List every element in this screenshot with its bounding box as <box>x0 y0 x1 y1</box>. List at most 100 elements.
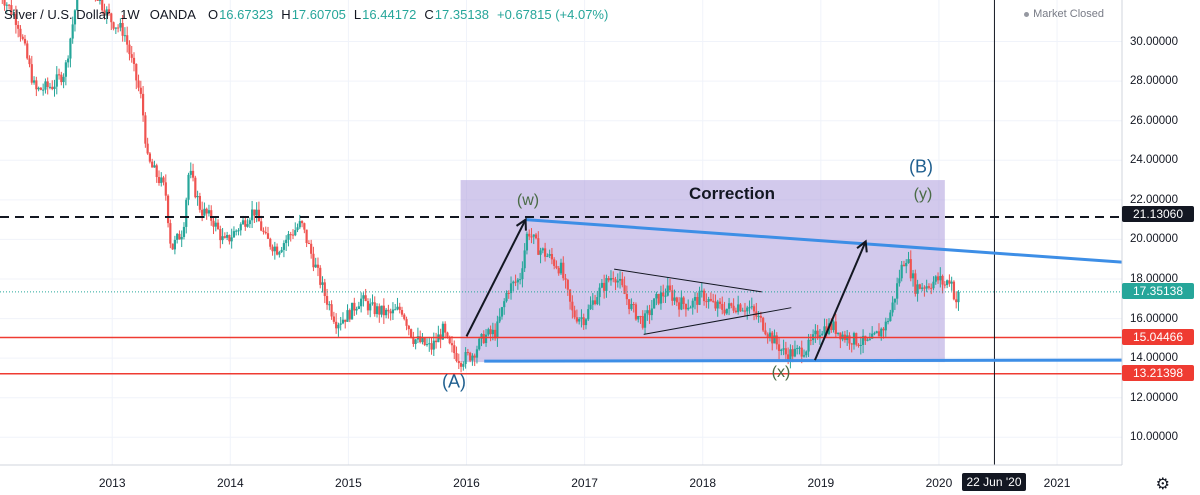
candle-body <box>39 87 42 90</box>
candle-body <box>241 220 245 225</box>
candle-body <box>855 333 858 345</box>
candle-body <box>875 331 878 334</box>
candle-body <box>634 304 638 320</box>
current-price-label: 17.35138 <box>1122 283 1194 299</box>
candle-body <box>657 293 660 304</box>
settings-gear-icon[interactable]: ⚙ <box>1155 476 1170 493</box>
candle-body <box>725 308 728 314</box>
candle-body <box>412 337 415 344</box>
candle-body <box>571 301 574 311</box>
candle-body <box>394 309 397 311</box>
candle-body <box>294 230 297 236</box>
candle-body <box>939 275 942 281</box>
support-low-price-label: 13.21398 <box>1122 365 1194 381</box>
candle-body <box>509 283 513 294</box>
candle-body <box>823 326 826 334</box>
candle-body <box>173 239 176 250</box>
candle-body <box>28 58 31 65</box>
candle-body <box>764 330 767 335</box>
price-tick-label: 22.00000 <box>1130 193 1178 206</box>
candle-body <box>121 22 124 36</box>
candle-body <box>550 253 554 260</box>
data-source: OANDA <box>149 6 196 22</box>
candle-body <box>530 236 533 238</box>
wave-arrow <box>465 219 527 337</box>
candle-body <box>369 303 372 311</box>
timeframe[interactable]: 1W <box>120 6 140 22</box>
candle-body <box>587 309 590 320</box>
candle-body <box>911 273 915 279</box>
candle-body <box>605 278 608 291</box>
candle-body <box>462 364 465 367</box>
candle-body <box>160 177 163 184</box>
candle-body <box>598 287 601 298</box>
candle-body <box>35 80 38 90</box>
candle-body <box>391 309 395 314</box>
symbol-name[interactable]: Silver / U.S. Dollar <box>4 6 111 22</box>
candle-body <box>148 153 152 162</box>
candle-body <box>796 348 799 350</box>
price-levels <box>0 0 1122 465</box>
candle-body <box>773 335 776 344</box>
candle-body <box>169 223 172 244</box>
candle-body <box>207 210 211 214</box>
candle-body <box>757 316 760 318</box>
candle-body <box>262 230 265 232</box>
candle-body <box>868 338 871 340</box>
candle-body <box>396 306 399 310</box>
candle-body <box>471 355 474 361</box>
candle-body <box>434 340 438 343</box>
candle-body <box>325 296 329 305</box>
candle-body <box>675 297 678 303</box>
candle-body <box>130 54 133 58</box>
candle-body <box>455 353 458 361</box>
candle-body <box>407 325 410 330</box>
candle-body <box>421 337 424 343</box>
candle-body <box>809 339 812 341</box>
candle-body <box>748 307 751 309</box>
price-tick-label: 16.00000 <box>1130 312 1178 325</box>
candle-body <box>934 276 937 282</box>
candle-body <box>750 306 753 308</box>
candle-body <box>346 310 349 322</box>
candle-body <box>380 305 383 315</box>
candle-body <box>618 278 622 281</box>
candle-body <box>818 335 822 338</box>
candle-body <box>273 246 276 252</box>
candle-body <box>14 14 17 25</box>
candle-body <box>521 268 524 280</box>
candle-body <box>298 221 301 228</box>
time-tick-label: 2014 <box>216 476 244 490</box>
candle-body <box>909 259 912 279</box>
candle-body <box>191 170 195 178</box>
candle-body <box>107 9 111 14</box>
candle-body <box>555 265 558 268</box>
candle-body <box>371 302 374 304</box>
candle-body <box>746 307 749 312</box>
candle-body <box>955 299 958 303</box>
wave-arrow <box>814 241 867 361</box>
candle-body <box>698 290 701 305</box>
candle-body <box>721 303 724 310</box>
candle-body <box>668 285 672 291</box>
candle-body <box>260 221 263 231</box>
candle-body <box>103 10 106 16</box>
candle-body <box>26 43 29 59</box>
candle-body <box>921 287 924 289</box>
candle-body <box>793 348 797 357</box>
candle-body <box>573 310 576 318</box>
candle-body <box>655 293 658 299</box>
candle-body <box>344 319 347 322</box>
candle-body <box>166 195 170 224</box>
candle-body <box>709 298 713 301</box>
candle-body <box>446 332 449 337</box>
candle-body <box>137 80 140 88</box>
candle-body <box>321 282 324 285</box>
candle-body <box>866 339 869 341</box>
candle-body <box>800 347 803 357</box>
candle-body <box>221 236 224 241</box>
candle-body <box>537 238 540 255</box>
price-tick-label: 18.00000 <box>1130 273 1178 285</box>
candle-body <box>105 9 108 16</box>
